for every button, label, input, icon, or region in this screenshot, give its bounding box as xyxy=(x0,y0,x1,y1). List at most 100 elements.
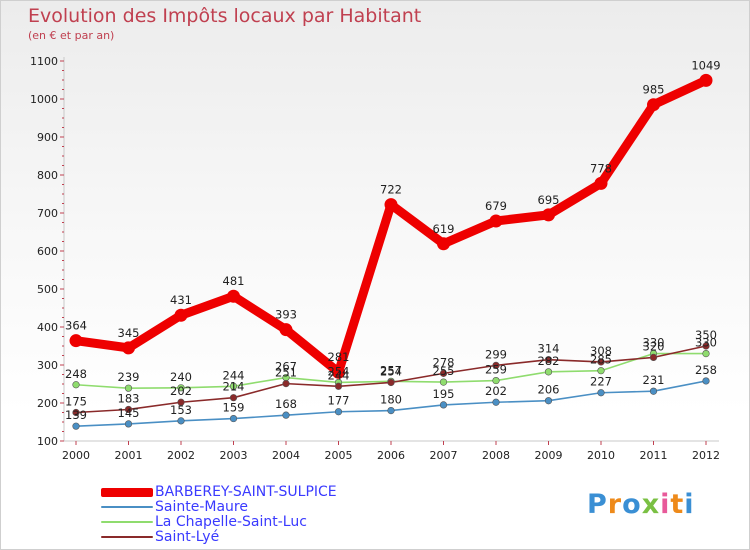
data-point xyxy=(334,408,343,416)
data-point xyxy=(282,380,290,388)
data-point xyxy=(72,422,80,430)
legend-swatch xyxy=(101,521,153,523)
data-point xyxy=(124,405,133,414)
data-label: 239 xyxy=(118,370,140,384)
data-label: 206 xyxy=(538,383,560,397)
x-tick-label: 2002 xyxy=(167,449,195,462)
data-label: 308 xyxy=(590,344,612,358)
legend-label: BARBEREY-SAINT-SULPICE xyxy=(155,484,337,500)
data-point xyxy=(384,198,398,212)
logo-letter: P xyxy=(587,489,608,520)
y-tick-label: 1000 xyxy=(30,93,58,106)
data-label: 299 xyxy=(485,347,507,361)
logo-letter: x xyxy=(641,489,661,520)
data-label: 195 xyxy=(433,387,455,401)
logo-letter: r xyxy=(607,489,623,520)
data-point xyxy=(597,358,605,366)
y-tick-label: 900 xyxy=(37,131,58,144)
data-label: 153 xyxy=(170,403,192,417)
data-label: 320 xyxy=(643,339,665,353)
x-tick-label: 2009 xyxy=(535,449,563,462)
data-label: 281 xyxy=(328,350,350,364)
data-label: 202 xyxy=(485,384,507,398)
y-tick-label: 800 xyxy=(37,169,58,182)
data-point xyxy=(122,341,135,355)
data-point xyxy=(597,389,605,397)
legend-label: La Chapelle-Saint-Luc xyxy=(155,514,307,530)
data-label: 231 xyxy=(643,373,665,387)
legend-swatch xyxy=(101,536,153,538)
data-label: 254 xyxy=(380,364,402,378)
data-label: 255 xyxy=(433,364,455,378)
data-label: 145 xyxy=(118,406,140,420)
data-point xyxy=(702,342,710,350)
data-point xyxy=(649,353,658,362)
data-point xyxy=(437,237,450,251)
data-point xyxy=(177,398,185,406)
data-label: 278 xyxy=(433,355,455,369)
data-label: 285 xyxy=(590,353,612,367)
data-point xyxy=(229,394,238,402)
legend-swatch xyxy=(101,488,153,497)
x-tick-label: 2004 xyxy=(272,449,300,462)
data-label: 481 xyxy=(223,274,245,288)
data-label: 722 xyxy=(380,183,402,197)
data-label: 202 xyxy=(170,384,192,398)
data-point xyxy=(699,73,713,87)
data-label: 314 xyxy=(538,342,560,356)
data-label: 778 xyxy=(590,161,612,175)
data-point xyxy=(544,368,553,376)
data-point xyxy=(544,397,553,405)
x-tick-label: 2008 xyxy=(482,449,510,462)
data-label: 214 xyxy=(223,380,245,394)
data-point xyxy=(492,361,500,369)
legend-label: Saint-Lyé xyxy=(155,529,220,545)
data-label: 183 xyxy=(118,391,140,405)
data-point xyxy=(334,382,343,390)
y-tick-label: 100 xyxy=(37,435,58,448)
data-point xyxy=(69,334,83,348)
data-point xyxy=(492,376,500,385)
data-point xyxy=(124,384,133,392)
y-tick-label: 700 xyxy=(37,207,58,220)
data-label: 345 xyxy=(118,326,140,340)
data-label: 619 xyxy=(433,222,455,236)
y-tick-label: 600 xyxy=(37,245,58,258)
x-tick-label: 2001 xyxy=(115,449,143,462)
x-tick-label: 2003 xyxy=(220,449,248,462)
proxiti-logo: Proxiti xyxy=(587,489,695,520)
data-point xyxy=(229,414,238,423)
data-point xyxy=(702,377,710,385)
data-label: 244 xyxy=(328,368,350,382)
x-tick-label: 2005 xyxy=(325,449,353,462)
data-point xyxy=(542,208,555,222)
data-point xyxy=(124,420,133,428)
data-point xyxy=(229,382,238,390)
x-tick-label: 2012 xyxy=(692,449,720,462)
data-label: 1049 xyxy=(691,58,720,72)
chart-title: Evolution des Impôts locaux par Habitant xyxy=(28,5,422,27)
data-label: 364 xyxy=(65,319,87,333)
data-point xyxy=(439,401,448,409)
data-label: 168 xyxy=(275,397,297,411)
data-label: 350 xyxy=(695,328,717,342)
data-label: 180 xyxy=(380,393,402,407)
data-label: 175 xyxy=(65,395,87,409)
y-tick-label: 1100 xyxy=(30,55,58,68)
data-label: 393 xyxy=(275,308,297,322)
x-tick-label: 2007 xyxy=(430,449,458,462)
series-line-0 xyxy=(71,75,711,377)
data-point xyxy=(702,350,710,358)
data-label: 139 xyxy=(65,408,87,422)
x-tick-label: 2006 xyxy=(377,449,405,462)
data-label: 330 xyxy=(643,336,665,350)
legend-swatch xyxy=(101,506,153,508)
data-point xyxy=(387,407,395,415)
data-point xyxy=(279,323,293,337)
logo-letter: i xyxy=(684,489,695,520)
data-point xyxy=(177,417,185,425)
data-point xyxy=(174,308,188,322)
data-point xyxy=(439,378,448,386)
data-label: 679 xyxy=(485,199,507,213)
